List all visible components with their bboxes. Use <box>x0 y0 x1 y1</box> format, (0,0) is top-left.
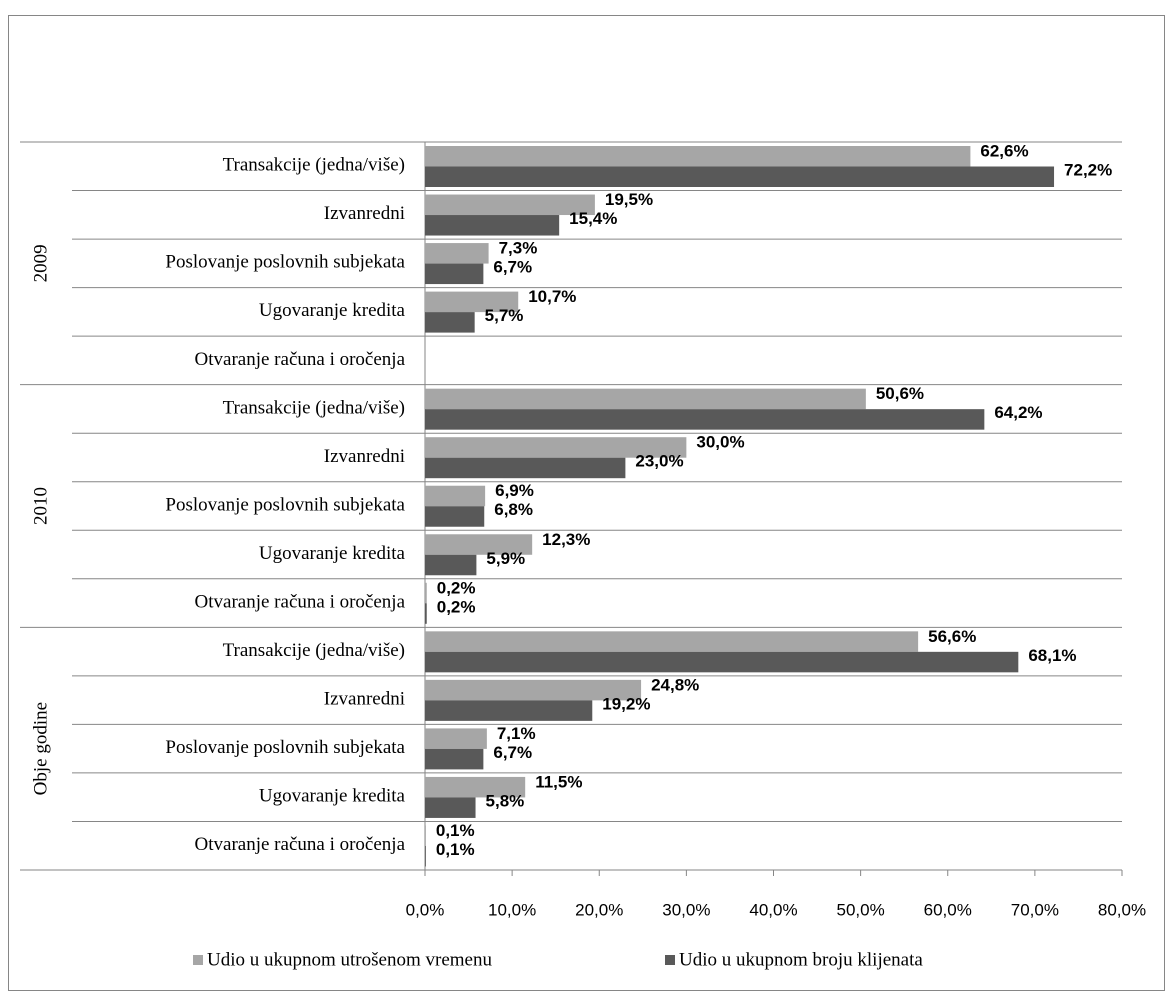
bar <box>425 700 593 721</box>
bar <box>425 215 560 236</box>
category-label: Poslovanje poslovnih subjekata <box>165 737 405 758</box>
bar <box>425 679 642 701</box>
bar <box>425 845 426 867</box>
bar <box>425 603 427 624</box>
data-label: 0,1% <box>436 840 475 859</box>
x-tick-label: 80,0% <box>1098 900 1146 919</box>
category-label: Otvaranje računa i oročenja <box>195 349 406 370</box>
data-label: 62,6% <box>980 141 1028 160</box>
category-label: Izvanredni <box>324 688 405 709</box>
data-label: 15,4% <box>569 209 617 228</box>
bar <box>425 506 485 527</box>
category-label: Transakcije (jedna/više) <box>223 155 405 176</box>
data-label: 68,1% <box>1028 646 1076 665</box>
bar <box>425 748 484 770</box>
bar <box>425 263 484 285</box>
bar <box>425 388 866 410</box>
bar <box>425 194 595 216</box>
bar <box>425 485 486 507</box>
bar <box>425 651 1019 673</box>
data-label: 19,2% <box>602 694 650 713</box>
bar <box>425 582 427 604</box>
category-label: Ugovaranje kredita <box>259 300 406 321</box>
category-label: Otvaranje računa i oročenja <box>195 591 406 612</box>
category-label: Izvanredni <box>324 446 405 467</box>
data-label: 11,5% <box>535 772 582 791</box>
data-label: 0,2% <box>437 597 476 616</box>
data-label: 12,3% <box>542 530 590 549</box>
x-tick-label: 40,0% <box>749 900 797 919</box>
data-label: 19,5% <box>605 190 653 209</box>
bar <box>425 409 985 430</box>
category-label: Transakcije (jedna/više) <box>223 640 405 661</box>
group-label: 2009 <box>30 244 51 282</box>
x-tick-label: 50,0% <box>837 900 885 919</box>
bar <box>425 291 519 313</box>
legend-label: Udio u ukupnom utrošenom vremenu <box>207 949 492 970</box>
bar <box>425 166 1055 187</box>
data-label: 24,8% <box>651 675 699 694</box>
bar <box>425 457 626 479</box>
data-label: 23,0% <box>635 452 683 471</box>
bar <box>425 776 526 798</box>
legend-label: Udio u ukupnom broju klijenata <box>679 949 923 970</box>
x-tick-label: 60,0% <box>924 900 972 919</box>
category-label: Ugovaranje kredita <box>259 543 406 564</box>
data-label: 10,7% <box>528 287 576 306</box>
data-label: 56,6% <box>928 627 976 646</box>
category-label: Izvanredni <box>324 203 405 224</box>
x-tick-label: 70,0% <box>1011 900 1059 919</box>
bar <box>425 825 426 846</box>
data-label: 5,9% <box>486 549 525 568</box>
x-tick-label: 20,0% <box>575 900 623 919</box>
data-label: 30,0% <box>696 433 744 452</box>
category-label: Poslovanje poslovnih subjekata <box>165 252 405 273</box>
bar <box>425 797 476 818</box>
category-label: Otvaranje računa i oročenja <box>195 834 406 855</box>
data-label: 6,7% <box>493 743 532 762</box>
x-tick-label: 10,0% <box>488 900 536 919</box>
data-label: 6,9% <box>495 481 534 500</box>
bar <box>425 728 487 749</box>
data-label: 50,6% <box>876 384 924 403</box>
category-label: Poslovanje poslovnih subjekata <box>165 494 405 515</box>
group-label: Obje godine <box>30 702 51 795</box>
data-label: 72,2% <box>1064 160 1112 179</box>
data-label: 5,7% <box>485 306 524 325</box>
data-label: 0,2% <box>437 578 476 597</box>
data-label: 64,2% <box>994 403 1042 422</box>
category-label: Ugovaranje kredita <box>259 786 406 807</box>
x-tick-label: 30,0% <box>662 900 710 919</box>
data-label: 7,3% <box>499 239 538 258</box>
bar <box>425 554 477 576</box>
bar <box>425 631 919 652</box>
legend-swatch <box>193 955 203 965</box>
bar <box>425 146 971 167</box>
data-label: 5,8% <box>486 791 525 810</box>
data-label: 0,1% <box>436 821 475 840</box>
group-label: 2010 <box>30 487 51 525</box>
x-tick-label: 0,0% <box>406 900 445 919</box>
legend-swatch <box>665 955 675 965</box>
data-label: 6,7% <box>493 258 532 277</box>
bar <box>425 312 475 333</box>
bar <box>425 437 687 458</box>
data-label: 6,8% <box>494 500 533 519</box>
bar <box>425 243 489 264</box>
bar <box>425 534 533 555</box>
category-label: Transakcije (jedna/više) <box>223 397 405 418</box>
data-label: 7,1% <box>497 724 536 743</box>
